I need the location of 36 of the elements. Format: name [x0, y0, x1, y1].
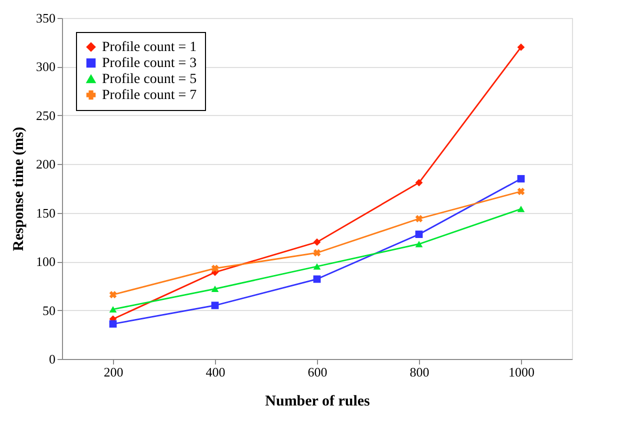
- y-tick-label: 100: [36, 254, 56, 270]
- y-tick-label: 0: [49, 352, 56, 366]
- x-tick-label: 200: [104, 364, 124, 380]
- x-tick-label: 400: [206, 364, 226, 380]
- point: [415, 240, 423, 248]
- y-axis-title: Response time (ms): [11, 126, 27, 252]
- y-tick-label: 50: [42, 302, 56, 318]
- y-tick-label: 250: [36, 108, 56, 123]
- x-axis-title: Number of rules: [265, 394, 370, 410]
- point: [415, 230, 423, 238]
- x-tick-label: 800: [410, 364, 430, 380]
- legend-label: Profile count = 7: [102, 88, 197, 103]
- legend-label: Profile count = 3: [102, 56, 197, 71]
- point: [415, 215, 423, 222]
- point: [313, 275, 321, 283]
- y-tick-label: 300: [36, 59, 56, 74]
- y-tick-label: 350: [36, 10, 56, 26]
- legend-label: Profile count = 1: [102, 40, 197, 55]
- y-tick-label: 150: [36, 205, 56, 220]
- point: [415, 178, 423, 186]
- legend-label: Profile count = 5: [102, 72, 197, 87]
- point: [211, 264, 219, 272]
- point: [109, 291, 117, 298]
- point: [313, 249, 321, 256]
- point: [109, 320, 117, 328]
- point: [211, 302, 219, 310]
- point: [211, 286, 219, 292]
- point: [313, 238, 321, 246]
- x-tick-label: 1000: [508, 364, 534, 380]
- point: [517, 175, 525, 182]
- point: [517, 206, 525, 212]
- x-tick-label: 600: [308, 364, 328, 380]
- y-tick-label: 200: [36, 156, 56, 172]
- point: [517, 188, 525, 196]
- point: [109, 306, 117, 313]
- point: [313, 263, 321, 270]
